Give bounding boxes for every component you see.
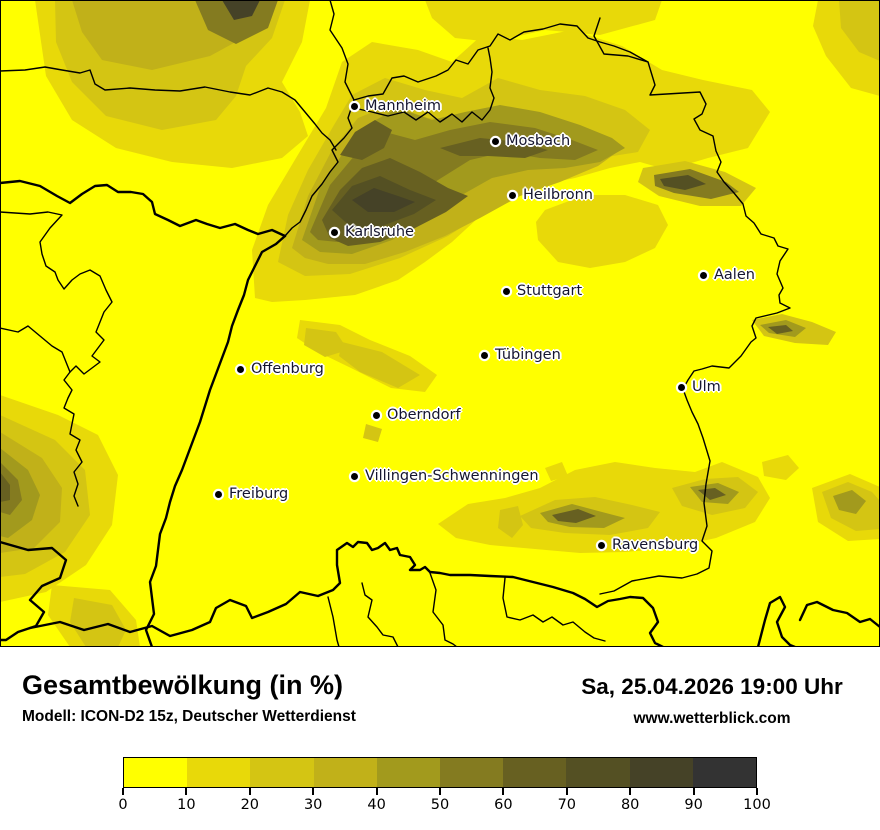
legend-tick-label: 40 bbox=[367, 797, 386, 813]
legend-tick-label: 90 bbox=[684, 797, 703, 813]
legend-cell bbox=[124, 758, 188, 787]
legend-tick-mark bbox=[122, 788, 124, 795]
legend-tick-label: 80 bbox=[620, 797, 640, 813]
map-graphic bbox=[0, 0, 880, 647]
legend-cell bbox=[503, 758, 567, 787]
legend-cell bbox=[440, 758, 504, 787]
legend-tick-mark bbox=[248, 788, 251, 795]
legend-tick-label: 0 bbox=[118, 797, 128, 813]
legend-tick-label: 30 bbox=[303, 797, 323, 813]
forecast-datetime: Sa, 25.04.2026 19:00 Uhr bbox=[581, 674, 843, 699]
legend-tick-mark bbox=[692, 788, 695, 795]
legend-tick-mark bbox=[439, 788, 441, 795]
model-subtitle: Modell: ICON-D2 15z, Deutscher Wetterdie… bbox=[22, 708, 356, 725]
legend-cell bbox=[313, 758, 377, 787]
legend-cell bbox=[187, 758, 251, 787]
legend-cell bbox=[250, 758, 314, 787]
legend-tick-label: 10 bbox=[177, 797, 196, 813]
legend-tick-mark bbox=[375, 788, 378, 795]
legend-tick-mark bbox=[185, 788, 188, 795]
legend-cell bbox=[692, 758, 757, 787]
legend-tick-mark bbox=[502, 788, 505, 795]
legend-tick-label: 20 bbox=[240, 797, 260, 813]
legend-tick-mark bbox=[629, 788, 632, 795]
legend-ticks bbox=[122, 788, 758, 795]
website-label: www.wetterblick.com bbox=[633, 710, 791, 727]
legend-tick-mark bbox=[565, 788, 568, 795]
legend-colorbar: 0 10 20 30 40 50 60 70 80 90 100 bbox=[118, 757, 771, 815]
legend-tick-mark bbox=[756, 788, 758, 795]
legend-tick-label: 70 bbox=[557, 797, 577, 813]
legend-cell bbox=[376, 758, 441, 787]
weather-map: Mannheim Mosbach Heilbronn Karlsruhe Stuttga… bbox=[0, 0, 880, 647]
footer-right-block: Sa, 25.04.2026 19:00 Uhr www.wetterblick… bbox=[562, 674, 862, 728]
page-title: Gesamtbewölkung (in %) bbox=[22, 670, 344, 700]
legend-tick-label: 50 bbox=[430, 797, 450, 813]
legend-tick-label: 100 bbox=[743, 797, 771, 813]
legend-cell bbox=[566, 758, 630, 787]
legend-labels: 0 10 20 30 40 50 60 70 80 90 100 bbox=[118, 795, 770, 815]
legend-bar bbox=[123, 757, 757, 788]
legend-tick-mark bbox=[312, 788, 315, 795]
legend-tick-label: 60 bbox=[494, 797, 513, 813]
legend-cell bbox=[629, 758, 693, 787]
